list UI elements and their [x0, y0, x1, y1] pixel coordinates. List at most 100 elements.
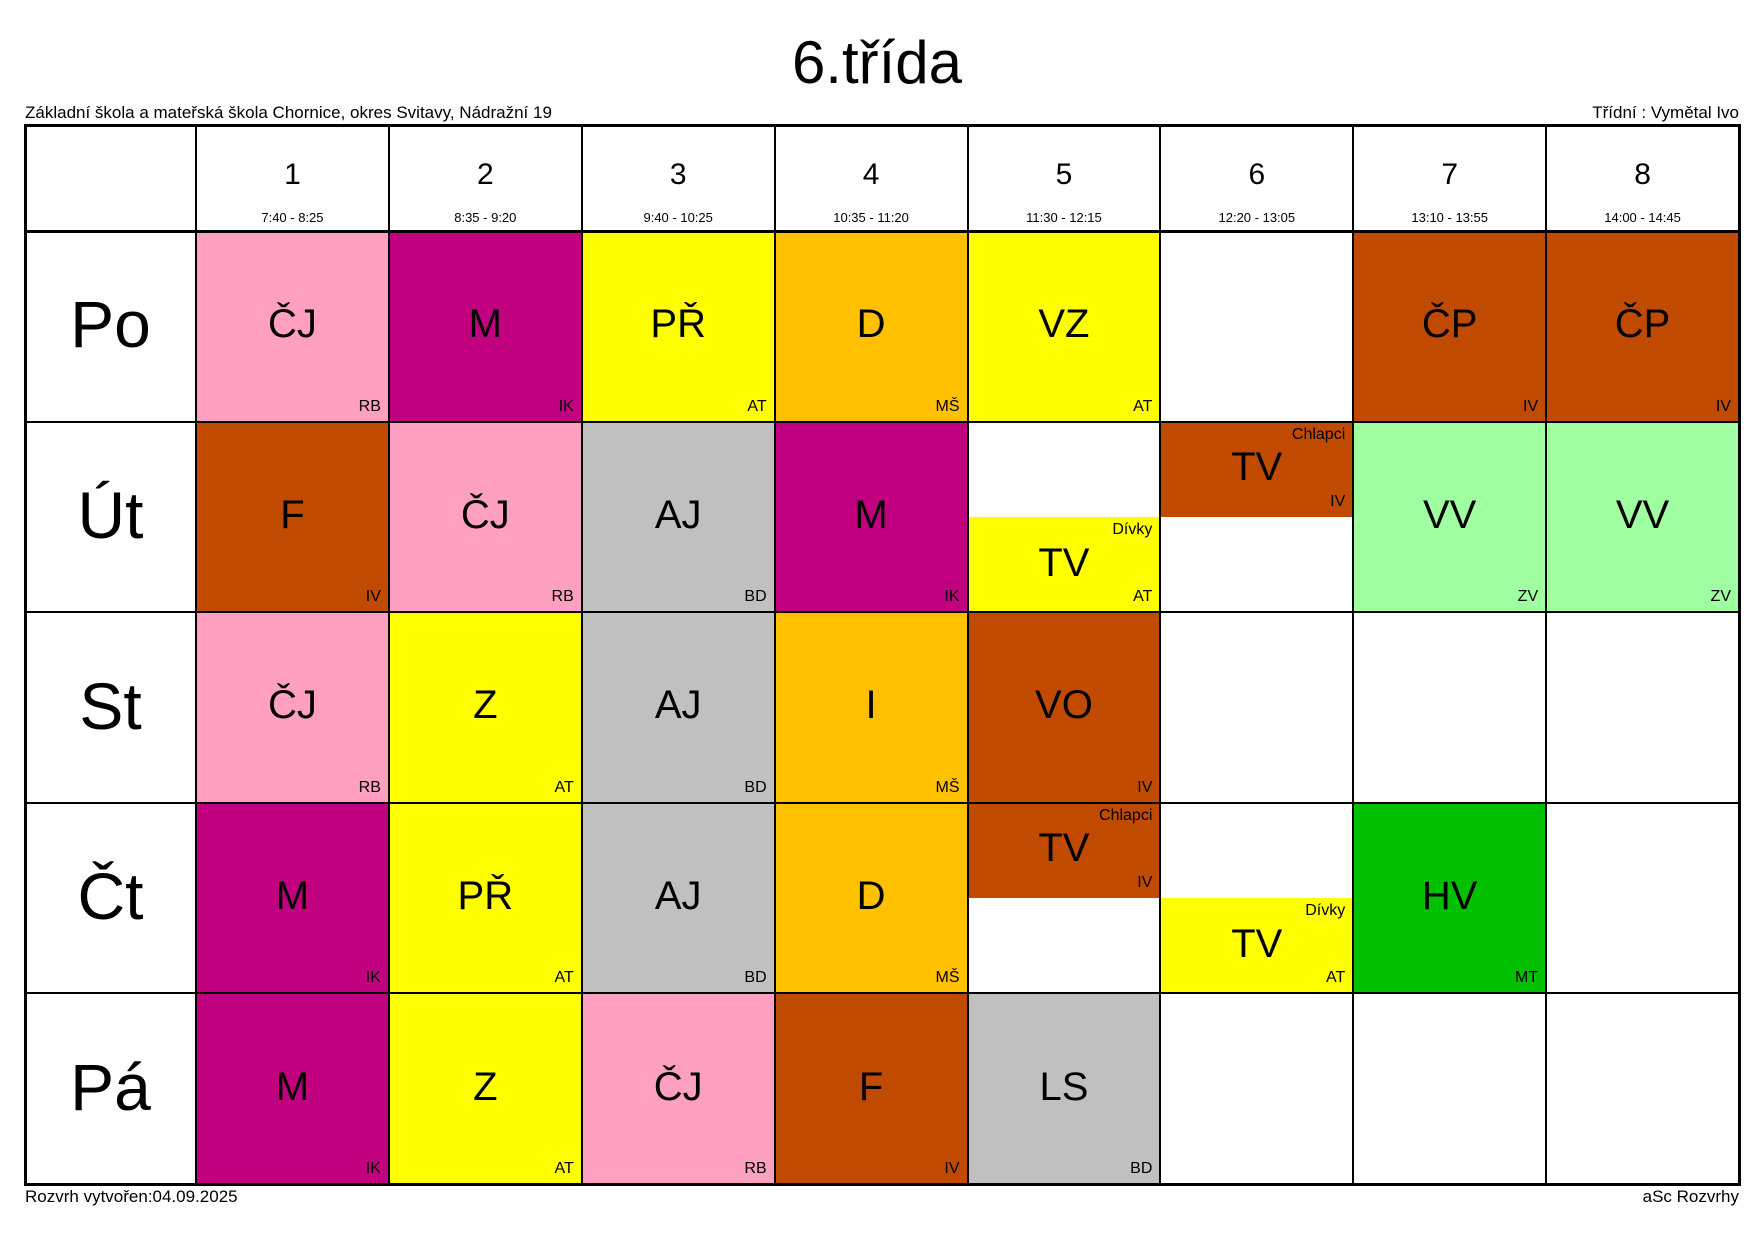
subject: ČJ	[653, 1064, 703, 1109]
period-time: 10:35 - 11:20	[833, 210, 909, 225]
lesson-cell: VZ AT	[967, 231, 1161, 422]
lesson-cell: M IK	[388, 231, 582, 422]
lesson-cell: Z AT	[388, 612, 582, 803]
teacher: IV	[1715, 397, 1731, 415]
teacher: IV	[365, 588, 381, 606]
teacher: AT	[554, 778, 574, 796]
teacher: ZV	[1710, 588, 1731, 606]
grid-line	[580, 125, 583, 1184]
group: Chlapci	[1099, 806, 1153, 824]
subject: TV	[1231, 445, 1283, 490]
grid-line	[25, 420, 1739, 423]
subject: PŘ	[457, 874, 514, 919]
teacher: ZV	[1517, 588, 1539, 606]
teacher: AT	[747, 397, 767, 415]
teacher: MŠ	[935, 969, 960, 987]
grid-line	[25, 992, 1739, 995]
lesson-cell: PŘ AT	[581, 231, 775, 422]
teacher: RB	[358, 778, 381, 796]
lesson-cell: TV AT Dívky	[967, 516, 1161, 613]
subject: ČJ	[267, 683, 317, 728]
grid-line	[25, 801, 1739, 804]
group: Dívky	[1305, 902, 1346, 920]
lesson-cell: VV ZV	[1353, 421, 1547, 613]
teacher: MŠ	[935, 397, 960, 415]
teacher: AT	[554, 1159, 574, 1177]
subject: M	[854, 492, 888, 537]
grid-line	[1159, 125, 1162, 1184]
lesson-cell: TV IV Chlapci	[1160, 421, 1354, 517]
lesson-cell: Z AT	[388, 993, 582, 1184]
school-name: Základní škola a mateřská škola Chornice…	[25, 103, 552, 122]
lesson-cell: LS BD	[967, 993, 1161, 1184]
teacher: IV	[1137, 778, 1153, 796]
lesson-cell: VV ZV	[1546, 421, 1739, 613]
period-number: 2	[476, 158, 494, 191]
subject: AJ	[654, 683, 702, 728]
lesson-cell: ČJ RB	[196, 612, 389, 803]
day-name: Pá	[70, 1049, 151, 1124]
subject: ČP	[1421, 302, 1478, 347]
subject: TV	[1038, 826, 1090, 871]
period-time: 12:20 - 13:05	[1218, 210, 1296, 225]
grid-line	[23, 123, 27, 1186]
subject: AJ	[654, 492, 702, 537]
lesson-cell: TV IV Chlapci	[967, 802, 1161, 899]
lesson-cell: ČP IV	[1353, 231, 1547, 422]
grid-line	[387, 125, 390, 1184]
teacher: MT	[1515, 969, 1539, 987]
subject: M	[275, 874, 310, 919]
day-name: Út	[77, 477, 144, 552]
lesson-cell: M IK	[196, 802, 389, 994]
period-time: 9:40 - 10:25	[643, 210, 713, 225]
software-name: aSc Rozvrhy	[1642, 1187, 1739, 1206]
subject: M	[468, 302, 502, 347]
lesson-cell: AJ BD	[581, 802, 775, 994]
subject: M	[275, 1064, 310, 1109]
grid-line	[1737, 123, 1741, 1186]
period-number: 7	[1441, 158, 1459, 191]
period-time: 13:10 - 13:55	[1411, 210, 1488, 225]
lesson-cell: AJ BD	[581, 612, 775, 803]
subject: LS	[1039, 1064, 1089, 1109]
lesson-cell: D MŠ	[774, 802, 968, 994]
grid-line	[25, 229, 1739, 233]
teacher: BD	[744, 969, 767, 987]
teacher: BD	[1130, 1159, 1153, 1177]
grid-line	[1545, 125, 1548, 1184]
lesson-cell: F IV	[774, 993, 968, 1184]
lesson-cell: TV AT Dívky	[1160, 898, 1354, 994]
class-teacher: Třídní : Vymětal Ivo	[1592, 103, 1739, 122]
teacher: IK	[558, 397, 574, 415]
lesson-cell: M IK	[774, 421, 968, 613]
group: Dívky	[1112, 520, 1153, 538]
period-time: 7:40 - 8:25	[261, 210, 324, 225]
teacher: RB	[744, 1159, 767, 1177]
period-number: 6	[1248, 158, 1266, 191]
period-time: 14:00 - 14:45	[1604, 210, 1681, 225]
period-number: 1	[284, 158, 301, 191]
teacher: MŠ	[935, 778, 960, 796]
lesson-cell: D MŠ	[774, 231, 968, 422]
teacher: IV	[1330, 492, 1346, 510]
grid-line	[23, 123, 1741, 127]
lesson-cell: PŘ AT	[388, 802, 582, 994]
subject: ČP	[1614, 302, 1671, 347]
subject: D	[856, 874, 886, 919]
subject: HV	[1421, 874, 1478, 919]
title: 6.třída	[791, 29, 963, 96]
teacher: AT	[1133, 588, 1153, 606]
created-date: Rozvrh vytvořen:04.09.2025	[25, 1187, 238, 1206]
grid-line	[195, 125, 197, 1184]
lesson-cell: I MŠ	[774, 612, 968, 803]
lesson-cell: M IK	[196, 993, 389, 1184]
subject: ČJ	[460, 492, 510, 537]
teacher: IV	[1523, 397, 1539, 415]
lesson-cell: VO IV	[967, 612, 1161, 803]
lesson-cell: ČP IV	[1546, 231, 1739, 422]
teacher: IV	[944, 1159, 960, 1177]
teacher: AT	[1325, 969, 1346, 987]
grid-line	[1352, 125, 1355, 1184]
teacher: AT	[1133, 397, 1153, 415]
